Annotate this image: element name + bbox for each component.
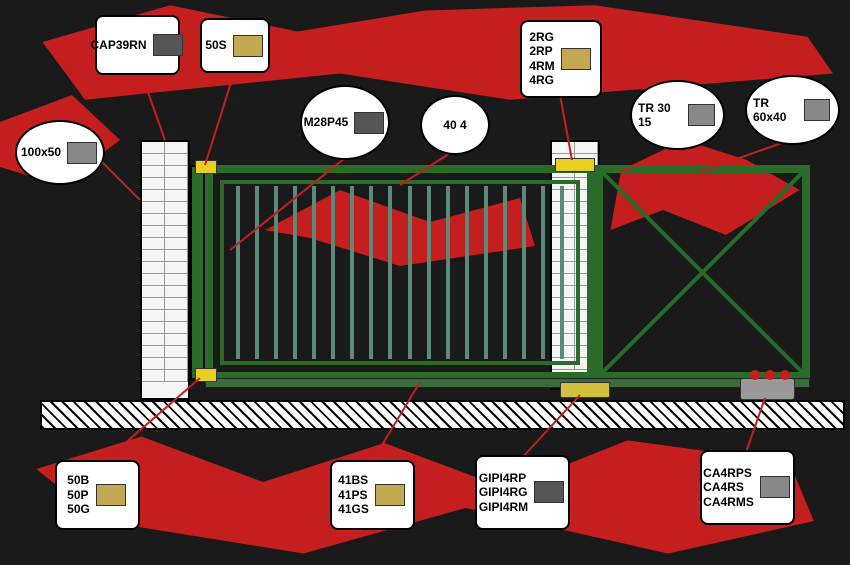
part-icon [354, 112, 384, 134]
roller-right [740, 378, 795, 400]
callout-label: 4RM [529, 59, 554, 73]
part-icon [233, 35, 263, 57]
mount-block [190, 165, 205, 380]
callout-tr6040: TR 60x40 [745, 75, 840, 145]
callout-2rg: 2RG2RP4RM4RG [520, 20, 602, 98]
part-icon [96, 484, 126, 506]
callout-label: 50P [67, 488, 90, 502]
ground-hatch [40, 400, 845, 430]
callout-cap39rn: CAP39RN [95, 15, 180, 75]
hw-top-left [195, 160, 217, 174]
callout-m28p45: M28P45 [300, 85, 390, 160]
hw-bot-left [195, 368, 217, 382]
part-icon [561, 48, 591, 70]
callout-label: M28P45 [304, 115, 349, 129]
bottom-rail [205, 378, 810, 388]
callout-label: GIPI4RG [479, 485, 528, 499]
callout-label: TR 60x40 [753, 96, 798, 125]
callout-label: 50B [67, 473, 90, 487]
gate-ext-cross [603, 173, 802, 372]
roller-left [560, 382, 610, 398]
roller-wheel [750, 370, 760, 380]
callout-label: 41PS [338, 488, 369, 502]
part-icon [534, 481, 564, 503]
callout-ca4: CA4RPSCA4RSCA4RMS [700, 450, 795, 525]
part-icon [67, 142, 97, 164]
callout-label: 2RG [529, 30, 554, 44]
callout-label: CA4RS [703, 480, 754, 494]
callout-label: 41GS [338, 502, 369, 516]
callout-label: CA4RMS [703, 495, 754, 509]
callout-label: 41BS [338, 473, 369, 487]
gate-bars [228, 186, 572, 359]
roller-wheel [765, 370, 775, 380]
callout-label: CAP39RN [91, 38, 147, 52]
callout-label: GIPI4RM [479, 500, 528, 514]
callout-50b: 50B50P50G [55, 460, 140, 530]
callout-40-4: 40 4 [420, 95, 490, 155]
part-icon [688, 104, 715, 126]
callout-label: 40 4 [443, 118, 466, 132]
callout-label: 2RP [529, 44, 554, 58]
callout-label: TR 30 15 [638, 101, 682, 130]
callout-gipi: GIPI4RPGIPI4RGGIPI4RM [475, 455, 570, 530]
hw-guide-top [555, 158, 595, 172]
part-icon [760, 476, 790, 498]
callout-label: 50S [205, 38, 226, 52]
roller-wheel [780, 370, 790, 380]
callout-label: GIPI4RP [479, 471, 528, 485]
part-icon [153, 34, 183, 56]
pillar-left [140, 140, 190, 400]
callout-50s: 50S [200, 18, 270, 73]
callout-label: 50G [67, 502, 90, 516]
callout-41bs: 41BS41PS41GS [330, 460, 415, 530]
part-icon [375, 484, 405, 506]
callout-label: 100x50 [21, 145, 61, 159]
callout-label: CA4RPS [703, 466, 754, 480]
callout-100x50: 100x50 [15, 120, 105, 185]
part-icon [804, 99, 830, 121]
callout-tr3015: TR 30 15 [630, 80, 725, 150]
callout-label: 4RG [529, 73, 554, 87]
